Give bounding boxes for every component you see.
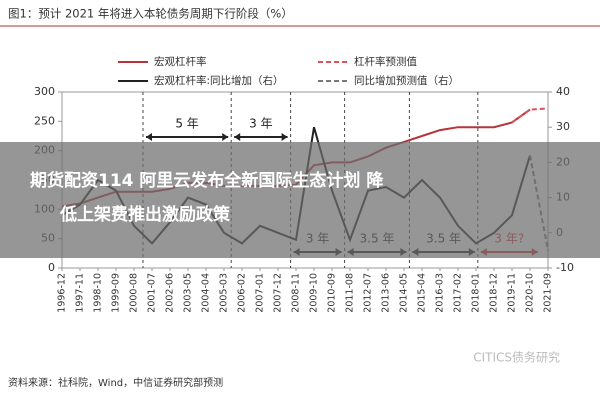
annotation: 3 年 [249,117,272,131]
x-tick-label: 2000-08 [129,273,140,313]
x-tick-label: 2010-09 [327,273,338,313]
x-tick-label: 1996-12 [57,273,68,313]
x-tick-label: 2008-11 [291,273,302,313]
x-tick-label: 2007-01 [255,273,266,313]
x-tick-label: 2007-12 [273,273,284,313]
legend-label: 宏观杠杆率 [154,55,207,68]
x-tick-label: 2013-06 [381,273,392,313]
x-tick-label: 2014-05 [399,273,410,313]
annotation: 5 年 [175,117,198,131]
x-tick-label: 2021-09 [543,273,554,313]
y-tick-label: 0 [48,261,55,274]
x-tick-label: 2017-02 [453,273,464,313]
banner-text: 期货配资114 阿里云发布全新国际生态计划 降 [30,170,384,191]
arrow-head [234,133,288,141]
x-tick-label: 2012-07 [363,273,374,313]
x-tick-label: 2003-05 [183,273,194,313]
chart-title: 图1：预计 2021 年将进入本轮债务周期下行阶段（%） [8,7,293,21]
x-tick-label: 2015-04 [417,273,428,313]
watermark: CITICS债务研究 [473,350,560,365]
x-tick-label: 1998-10 [93,273,104,313]
x-tick-label: 1999-09 [111,273,122,313]
x-tick-label: 2006-02 [237,273,248,313]
y-tick-label: 300 [34,85,55,98]
x-tick-label: 2009-10 [309,273,320,313]
y2-tick-label: -10 [556,261,574,274]
x-tick-label: 2019-11 [507,273,518,313]
x-tick-label: 2018-12 [489,273,500,313]
x-tick-label: 2001-07 [147,273,158,313]
x-tick-label: 2016-03 [435,273,446,313]
x-tick-label: 2002-06 [165,273,176,313]
x-tick-label: 2004-04 [201,273,212,313]
legend-label: 杠杆率预测值 [354,55,417,68]
x-tick-label: 1997-11 [75,273,86,313]
x-tick-label: 2005-03 [219,273,230,313]
banner [0,142,600,258]
x-tick-label: 2011-08 [345,273,356,313]
source: 资料来源：社科院，Wind，中信证券研究部预测 [8,376,223,389]
y2-tick-label: 40 [556,85,570,98]
series-line [511,107,549,124]
y-tick-label: 250 [34,114,55,127]
x-tick-label: 2018-01 [471,273,482,313]
banner-text: 低上架费推出激励政策 [59,204,231,225]
x-tick-label: 2020-10 [525,273,536,313]
legend-label: 同比增加预测值（右） [354,74,459,87]
legend-label: 宏观杠杆率:同比增加（右） [154,74,284,87]
y2-tick-label: 30 [556,120,570,133]
